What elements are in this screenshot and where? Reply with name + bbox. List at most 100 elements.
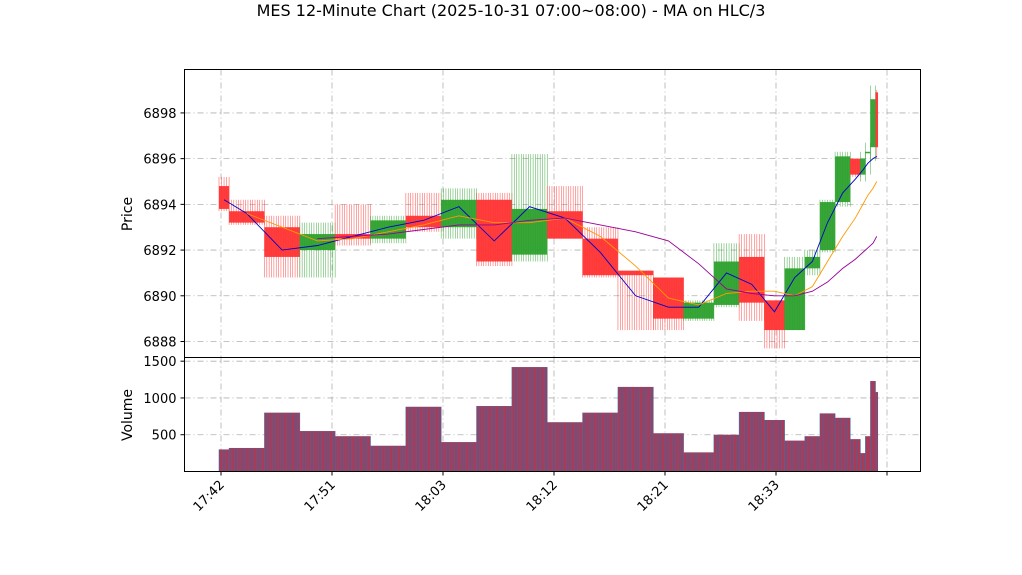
price-tick-label: 6898 bbox=[143, 107, 176, 122]
volume-bar bbox=[370, 445, 407, 472]
time-tick-label: 17:51 bbox=[302, 478, 339, 515]
candle bbox=[370, 215, 407, 244]
volume-bar-fill bbox=[617, 386, 654, 472]
volume-bar-fill bbox=[784, 440, 805, 472]
price-candles bbox=[218, 85, 879, 349]
volume-bar-fill bbox=[739, 411, 765, 472]
volume-bar-fill bbox=[370, 445, 406, 472]
candle bbox=[860, 151, 866, 182]
volume-bar-fill bbox=[547, 422, 583, 472]
time-tick-label: 18:12 bbox=[524, 478, 561, 515]
volume-bar-fill bbox=[860, 453, 866, 472]
candle bbox=[849, 158, 861, 177]
volume-panel-frame bbox=[184, 357, 921, 472]
candle bbox=[834, 151, 851, 207]
candle bbox=[764, 300, 785, 349]
volume-bar bbox=[713, 434, 740, 472]
candle-body bbox=[582, 238, 618, 276]
volume-bar bbox=[683, 452, 715, 472]
candle-body bbox=[819, 202, 836, 251]
volume-bar-fill bbox=[804, 436, 820, 472]
volume-tick-label: 1000 bbox=[143, 392, 176, 407]
volume-bar bbox=[546, 422, 583, 472]
price-tick-label: 6892 bbox=[143, 244, 176, 259]
volume-bar bbox=[764, 420, 785, 472]
candle bbox=[218, 176, 230, 212]
volume-tick-label: 500 bbox=[152, 429, 177, 444]
candle-body bbox=[835, 156, 851, 203]
candle-body bbox=[617, 270, 654, 276]
candle bbox=[875, 90, 879, 159]
candle-body bbox=[370, 220, 406, 239]
volume-bar bbox=[849, 439, 861, 472]
time-tick-label: 18:33 bbox=[746, 478, 783, 515]
candle-body bbox=[405, 215, 442, 228]
candle bbox=[819, 199, 836, 253]
price-tick-label: 6888 bbox=[143, 336, 176, 351]
volume-bar bbox=[652, 433, 684, 472]
volume-axis: 500 1000 1500 bbox=[143, 355, 185, 444]
candle bbox=[511, 154, 548, 262]
candle-body bbox=[860, 158, 866, 175]
price-tick-label: 6890 bbox=[143, 290, 176, 305]
volume-bar bbox=[405, 406, 442, 472]
candle bbox=[440, 188, 477, 239]
volume-bar-fill bbox=[441, 442, 477, 472]
candle-body bbox=[784, 268, 805, 331]
time-tick-label: 17:42 bbox=[191, 478, 228, 515]
moving-average-line bbox=[317, 217, 878, 297]
volume-bar bbox=[617, 386, 654, 472]
candle-body bbox=[229, 211, 265, 223]
volume-bar-fill bbox=[264, 412, 300, 472]
volume-bar bbox=[582, 412, 619, 472]
candle bbox=[546, 186, 583, 239]
volume-bar bbox=[738, 411, 765, 472]
volume-bar bbox=[870, 381, 876, 472]
volume-bar bbox=[334, 436, 371, 472]
candle-body bbox=[739, 256, 765, 303]
volume-bar-fill bbox=[835, 417, 851, 472]
volume-bar-fill bbox=[405, 406, 442, 472]
moving-average-line bbox=[246, 181, 878, 306]
candle bbox=[582, 227, 619, 278]
volume-bar-fill bbox=[819, 413, 836, 472]
volume-bar-fill bbox=[764, 420, 785, 472]
price-tick-label: 6894 bbox=[143, 198, 176, 213]
candle bbox=[476, 192, 513, 267]
time-tick-label: 18:21 bbox=[635, 478, 672, 515]
volume-bar-fill bbox=[582, 412, 618, 472]
volume-bar-fill bbox=[476, 406, 512, 472]
candle bbox=[870, 85, 876, 161]
volume-bar bbox=[299, 431, 336, 472]
volume-bar bbox=[860, 453, 866, 472]
price-axis: 6888 6890 6892 6894 6896 6898 bbox=[143, 107, 185, 351]
volume-bar bbox=[865, 436, 871, 472]
price-axis-label: Price bbox=[120, 197, 136, 231]
candle-body bbox=[804, 256, 820, 269]
candle-body bbox=[219, 186, 230, 209]
volume-bar bbox=[511, 367, 548, 472]
volume-bar-fill bbox=[229, 447, 265, 472]
volume-bar bbox=[440, 442, 477, 472]
volume-axis-label: Volume bbox=[120, 389, 136, 441]
volume-bar bbox=[875, 392, 879, 472]
volume-bar-fill bbox=[511, 367, 548, 472]
volume-bar-fill bbox=[335, 436, 371, 472]
volume-tick-label: 1500 bbox=[143, 355, 176, 370]
candle bbox=[299, 222, 336, 278]
volume-bar bbox=[834, 417, 851, 472]
candle bbox=[804, 250, 821, 276]
volume-bar bbox=[819, 413, 836, 472]
candle-body bbox=[764, 300, 785, 331]
candle bbox=[264, 215, 301, 278]
volume-bar-fill bbox=[870, 381, 876, 472]
moving-average-lines bbox=[223, 155, 878, 313]
volume-bar-fill bbox=[219, 449, 230, 472]
candle-body bbox=[476, 199, 512, 262]
volume-bar bbox=[804, 436, 821, 472]
chart-title: MES 12-Minute Chart (2025-10-31 07:00~08… bbox=[256, 1, 766, 20]
candle-body bbox=[875, 92, 879, 148]
candle-body bbox=[511, 208, 548, 255]
candle-body bbox=[850, 158, 861, 175]
